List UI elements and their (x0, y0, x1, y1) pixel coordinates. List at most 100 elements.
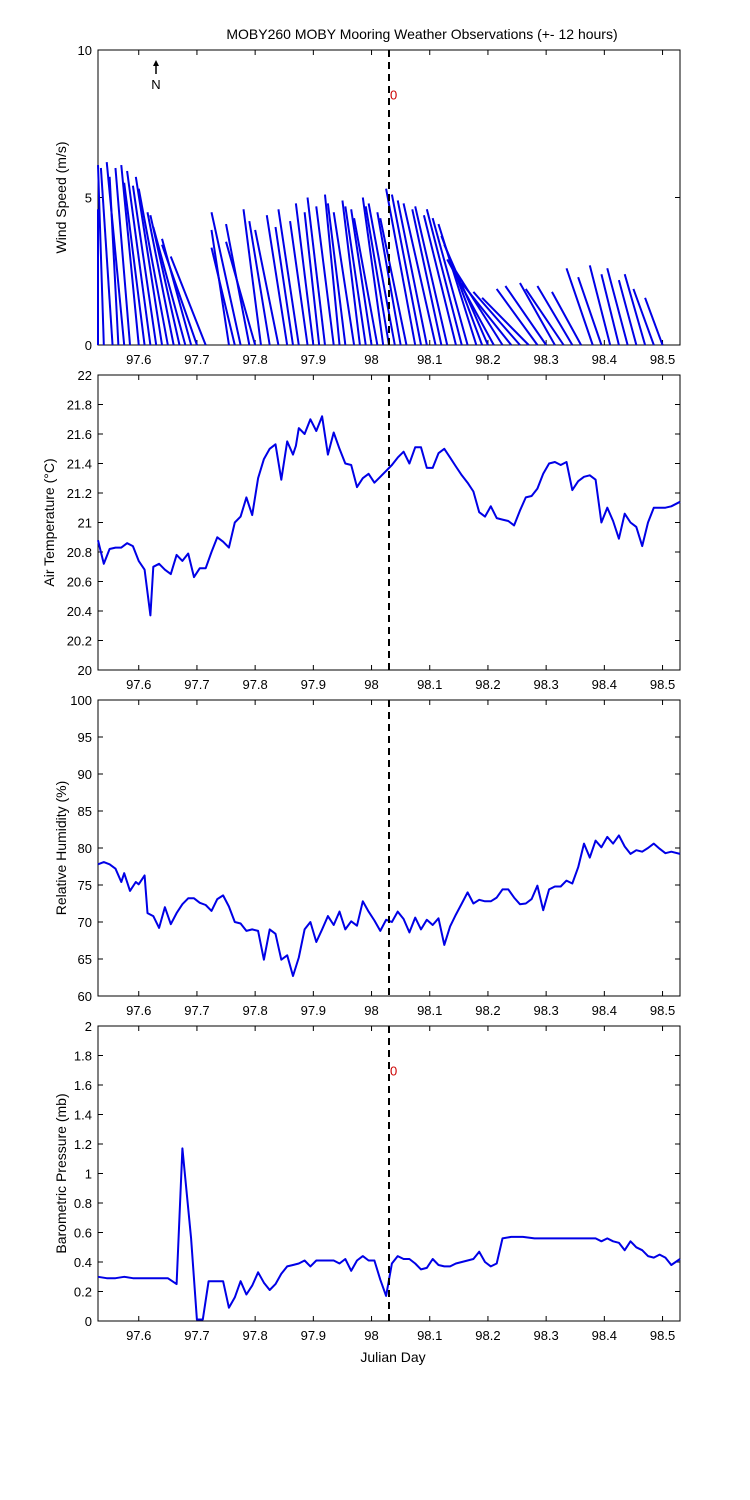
y-tick-label: 0 (85, 1314, 92, 1329)
x-tick-label: 97.8 (242, 677, 267, 692)
wind-vector (137, 188, 169, 346)
wind-vector (97, 165, 105, 346)
panel-2: 97.6 97.7 97.8 97.9 98 98.1 98.2 98.3 98.4 98.5 20… (41, 368, 681, 692)
x-tick-label: 98.2 (475, 1003, 500, 1018)
x-tick-label: 98.5 (650, 677, 675, 692)
wind-vector (315, 206, 335, 346)
y-tick-label: 0.4 (74, 1255, 92, 1270)
wind-vector (446, 258, 495, 346)
wind-vector (332, 212, 356, 346)
x-tick-label: 98 (364, 1003, 378, 1018)
y-axis-label: Barometric Pressure (mb) (53, 1093, 69, 1253)
x-tick-label: 98.2 (475, 352, 500, 367)
x-tick-label: 97.9 (301, 1328, 326, 1343)
chart-panels: 97.6 97.7 97.8 97.9 98 98.1 98.2 98.3 98.4 98.5 0 5… (41, 43, 681, 1343)
wind-vector (134, 176, 164, 346)
wind-vector (152, 226, 187, 346)
wind-vector (277, 209, 300, 346)
x-tick-label: 97.7 (184, 677, 209, 692)
wind-vector (126, 170, 152, 346)
y-tick-label: 21.2 (67, 486, 92, 501)
wind-vector (577, 276, 603, 346)
wind-vector (396, 200, 428, 346)
y-axis-label: Wind Speed (m/s) (53, 141, 69, 253)
x-tick-label: 97.6 (126, 352, 151, 367)
y-tick-label: 1.2 (74, 1137, 92, 1152)
wind-vector (242, 209, 262, 346)
x-tick-label: 97.8 (242, 352, 267, 367)
wind-vector (411, 209, 443, 346)
series-line (97, 415, 681, 617)
wind-vector (326, 203, 347, 346)
y-tick-label: 2 (85, 1019, 92, 1034)
y-tick-label: 75 (78, 878, 92, 893)
wind-vector (210, 212, 242, 346)
y-tick-label: 1.8 (74, 1049, 92, 1064)
x-tick-label: 98.1 (417, 1328, 442, 1343)
wind-vector (341, 200, 361, 346)
wind-vector (169, 256, 207, 346)
wind-vector (361, 197, 385, 346)
wind-vector (623, 273, 647, 346)
wind-vector (551, 291, 582, 346)
wind-vector (146, 212, 175, 346)
y-tick-label: 85 (78, 804, 92, 819)
x-tick-label: 97.7 (184, 1328, 209, 1343)
wind-vector (120, 164, 140, 346)
x-tick-label: 98.4 (592, 677, 617, 692)
y-tick-label: 1 (85, 1167, 92, 1182)
y-tick-label: 21.4 (67, 457, 92, 472)
wind-vector (274, 226, 294, 346)
x-tick-label: 98.2 (475, 677, 500, 692)
y-tick-label: 0 (85, 338, 92, 353)
x-tick-label: 97.9 (301, 352, 326, 367)
x-tick-label: 97.7 (184, 352, 209, 367)
x-tick-label: 97.7 (184, 1003, 209, 1018)
wind-vector (495, 288, 539, 346)
x-tick-label: 97.9 (301, 677, 326, 692)
y-tick-label: 0.6 (74, 1226, 92, 1241)
x-tick-label: 98 (364, 677, 378, 692)
x-tick-label: 97.6 (126, 1328, 151, 1343)
wind-vector (565, 267, 594, 346)
y-tick-label: 20 (78, 663, 92, 678)
wind-vector (460, 282, 513, 346)
panel-3: 97.6 97.7 97.8 97.9 98 98.1 98.2 98.3 98.4 98.5 60… (53, 693, 681, 1018)
wind-vector (632, 288, 655, 346)
wind-vector (588, 265, 612, 346)
wind-vector (367, 203, 396, 346)
wind-vector (504, 285, 547, 346)
wind-vector (617, 279, 638, 346)
wind-vector (379, 217, 408, 346)
y-tick-label: 20.6 (67, 575, 92, 590)
wind-vector (600, 273, 620, 346)
x-tick-label: 98.1 (417, 352, 442, 367)
wind-vector (131, 185, 158, 346)
x-tick-label: 97.6 (126, 677, 151, 692)
y-tick-label: 90 (78, 767, 92, 782)
north-label: N (151, 77, 160, 92)
wind-vector (225, 241, 257, 346)
wind-vector (114, 167, 132, 346)
x-tick-label: 98.3 (533, 1003, 558, 1018)
y-tick-label: 100 (70, 693, 92, 708)
wind-vector (431, 217, 469, 346)
series-line (97, 834, 681, 977)
x-tick-label: 98.1 (417, 677, 442, 692)
wind-vector (472, 291, 521, 346)
y-tick-label: 65 (78, 952, 92, 967)
wind-vector (455, 270, 504, 346)
x-axis-label: Julian Day (360, 1349, 425, 1365)
wind-vector (536, 285, 574, 346)
y-tick-label: 20.4 (67, 604, 92, 619)
y-tick-label: 95 (78, 730, 92, 745)
wind-vector (519, 282, 556, 346)
y-tick-label: 21 (78, 516, 92, 531)
wind-vector (353, 217, 379, 346)
x-tick-label: 98 (364, 1328, 378, 1343)
y-tick-label: 5 (85, 191, 92, 206)
y-tick-label: 22 (78, 368, 92, 383)
x-tick-label: 98 (364, 352, 378, 367)
wind-vector (306, 197, 326, 346)
y-axis-label: Relative Humidity (%) (53, 781, 69, 916)
